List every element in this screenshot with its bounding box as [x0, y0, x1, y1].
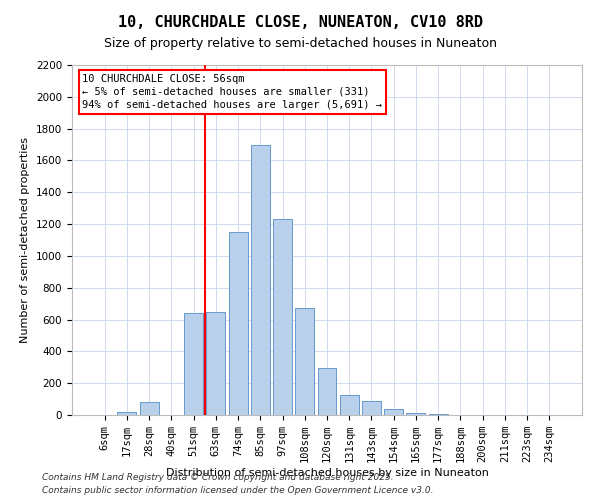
- Bar: [140, 402, 158, 415]
- Bar: [118, 412, 136, 415]
- Bar: [206, 312, 225, 415]
- Bar: [317, 368, 337, 415]
- Text: Contains public sector information licensed under the Open Government Licence v3: Contains public sector information licen…: [42, 486, 433, 495]
- Bar: [384, 408, 403, 415]
- Bar: [251, 144, 270, 415]
- Bar: [295, 308, 314, 415]
- Bar: [429, 414, 448, 415]
- Bar: [273, 220, 292, 415]
- X-axis label: Distribution of semi-detached houses by size in Nuneaton: Distribution of semi-detached houses by …: [166, 468, 488, 478]
- Text: Contains HM Land Registry data © Crown copyright and database right 2025.: Contains HM Land Registry data © Crown c…: [42, 474, 394, 482]
- Y-axis label: Number of semi-detached properties: Number of semi-detached properties: [20, 137, 31, 343]
- Text: 10, CHURCHDALE CLOSE, NUNEATON, CV10 8RD: 10, CHURCHDALE CLOSE, NUNEATON, CV10 8RD: [118, 15, 482, 30]
- Bar: [184, 313, 203, 415]
- Bar: [406, 414, 425, 415]
- Bar: [340, 395, 359, 415]
- Bar: [229, 232, 248, 415]
- Text: Size of property relative to semi-detached houses in Nuneaton: Size of property relative to semi-detach…: [104, 38, 497, 51]
- Bar: [362, 400, 381, 415]
- Text: 10 CHURCHDALE CLOSE: 56sqm
← 5% of semi-detached houses are smaller (331)
94% of: 10 CHURCHDALE CLOSE: 56sqm ← 5% of semi-…: [82, 74, 382, 110]
